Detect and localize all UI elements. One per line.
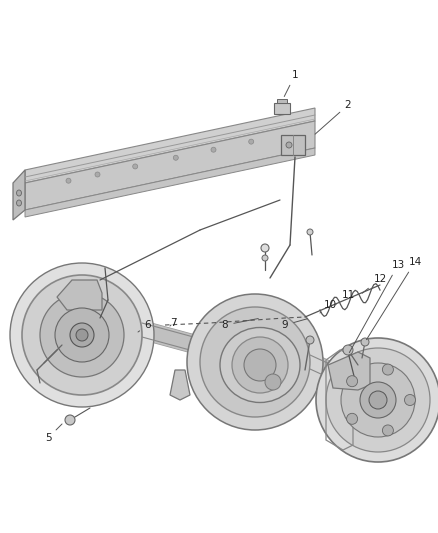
- Polygon shape: [328, 352, 370, 390]
- Circle shape: [173, 155, 178, 160]
- Circle shape: [249, 139, 254, 144]
- Text: 13: 13: [350, 260, 405, 352]
- Polygon shape: [13, 170, 25, 220]
- Circle shape: [187, 294, 323, 430]
- Circle shape: [55, 308, 109, 362]
- Circle shape: [360, 382, 396, 418]
- Text: 11: 11: [335, 290, 355, 305]
- Text: 9: 9: [282, 319, 307, 330]
- Circle shape: [200, 307, 310, 417]
- Circle shape: [211, 147, 216, 152]
- Circle shape: [286, 142, 292, 148]
- Text: 12: 12: [362, 274, 387, 293]
- Circle shape: [244, 349, 276, 381]
- Polygon shape: [281, 135, 305, 155]
- Circle shape: [65, 415, 75, 425]
- Circle shape: [95, 172, 100, 177]
- Ellipse shape: [17, 190, 21, 196]
- Circle shape: [343, 345, 353, 355]
- Text: 6: 6: [138, 320, 151, 332]
- Circle shape: [76, 329, 88, 341]
- Circle shape: [382, 425, 393, 436]
- Polygon shape: [57, 280, 102, 310]
- Circle shape: [265, 374, 281, 390]
- Circle shape: [40, 293, 124, 377]
- Circle shape: [232, 337, 288, 393]
- Text: 7: 7: [170, 318, 177, 328]
- Circle shape: [405, 394, 416, 406]
- Circle shape: [10, 263, 154, 407]
- Polygon shape: [274, 103, 290, 114]
- Text: 8: 8: [222, 319, 258, 330]
- Circle shape: [361, 338, 369, 346]
- Circle shape: [133, 164, 138, 169]
- Circle shape: [369, 391, 387, 409]
- Circle shape: [316, 338, 438, 462]
- Polygon shape: [25, 148, 315, 217]
- Circle shape: [262, 255, 268, 261]
- Circle shape: [261, 244, 269, 252]
- Text: 10: 10: [320, 300, 336, 313]
- Circle shape: [22, 275, 142, 395]
- Polygon shape: [170, 370, 190, 400]
- Circle shape: [70, 323, 94, 347]
- Circle shape: [346, 413, 357, 424]
- Circle shape: [307, 229, 313, 235]
- Circle shape: [326, 348, 430, 452]
- Ellipse shape: [17, 200, 21, 206]
- Polygon shape: [25, 108, 315, 183]
- Circle shape: [341, 363, 415, 437]
- Ellipse shape: [220, 327, 300, 402]
- Text: 2: 2: [315, 100, 351, 134]
- Circle shape: [346, 376, 357, 386]
- Circle shape: [306, 336, 314, 344]
- Text: 1: 1: [284, 70, 298, 96]
- Circle shape: [382, 364, 393, 375]
- Circle shape: [66, 178, 71, 183]
- Polygon shape: [277, 99, 287, 103]
- Text: 5: 5: [45, 424, 62, 443]
- Text: 14: 14: [367, 257, 422, 340]
- Polygon shape: [25, 121, 315, 210]
